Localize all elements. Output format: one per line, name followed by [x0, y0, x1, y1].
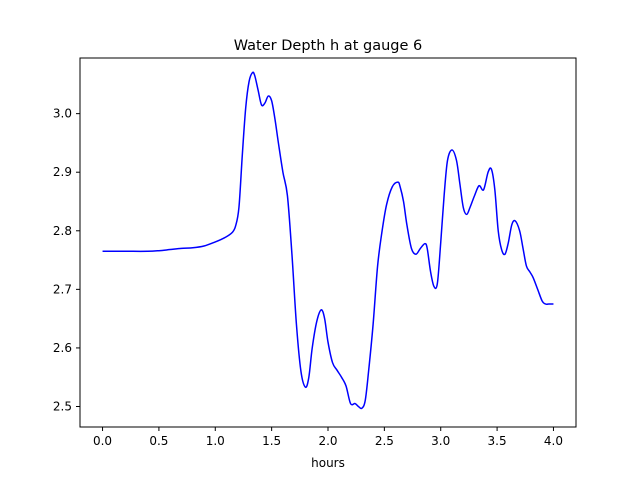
y-tick-label: 2.5	[53, 400, 72, 414]
x-tick-label: 2.5	[375, 434, 394, 448]
y-tick-label: 2.8	[53, 224, 72, 238]
x-tick-label: 0.0	[93, 434, 112, 448]
x-tick-label: 0.5	[149, 434, 168, 448]
y-tick-label: 3.0	[53, 107, 72, 121]
y-axis: 2.5 2.6 2.7 2.8 2.9 3.0	[53, 107, 80, 414]
x-tick-label: 2.0	[318, 434, 337, 448]
x-tick-label: 3.0	[431, 434, 450, 448]
y-tick-label: 2.9	[53, 165, 72, 179]
chart-title: Water Depth h at gauge 6	[234, 38, 422, 54]
series-line-0	[102, 71, 554, 410]
x-tick-label: 3.5	[488, 434, 507, 448]
x-tick-label: 1.0	[206, 434, 225, 448]
y-tick-label: 2.7	[53, 282, 72, 296]
x-axis-label: hours	[311, 456, 345, 470]
x-axis: 0.0 0.5 1.0 1.5 2.0 2.5 3.0 3.5 4.0	[93, 427, 563, 448]
plot-area	[102, 71, 554, 410]
x-tick-label: 1.5	[262, 434, 281, 448]
y-tick-label: 2.6	[53, 341, 72, 355]
x-tick-label: 4.0	[544, 434, 563, 448]
